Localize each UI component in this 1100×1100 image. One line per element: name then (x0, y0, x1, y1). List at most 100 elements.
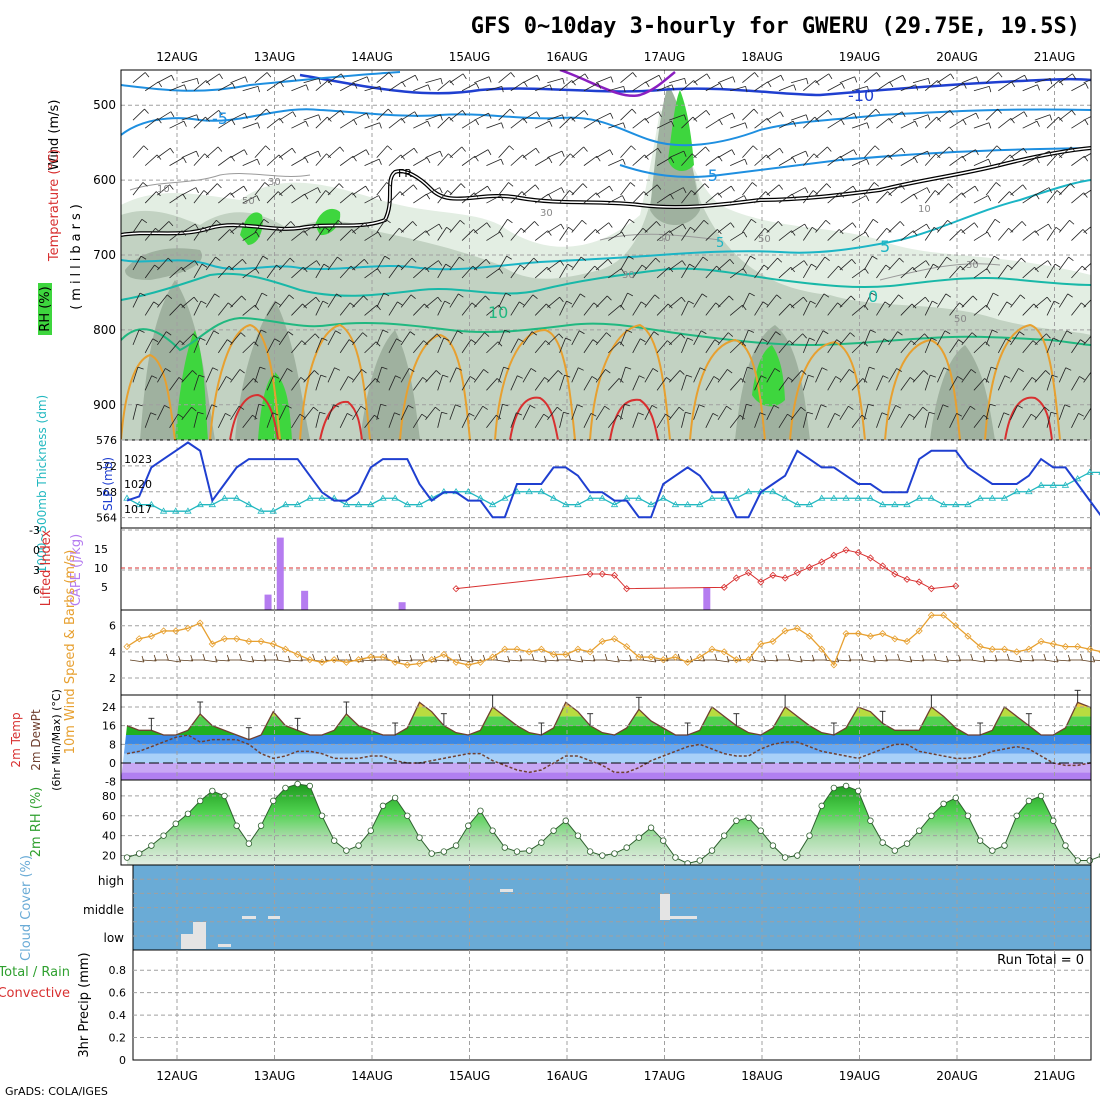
wind-barb-flag (426, 193, 431, 200)
wind-barb-staff (1010, 331, 1020, 346)
wind-barb-flag (475, 119, 480, 126)
wind-barb-staff (474, 76, 490, 84)
wind10m-marker (708, 645, 716, 653)
wind-barb-flag (500, 195, 504, 202)
wind-barb-staff (802, 190, 814, 204)
surface-barb-flag (202, 653, 206, 661)
surface-barb-staff (215, 659, 230, 662)
wind-barb-flag (435, 370, 441, 375)
wind-barb-staff (620, 292, 628, 308)
wind10m-marker (549, 650, 558, 659)
rh2m-marker (928, 812, 935, 819)
wind-barb-staff (522, 331, 533, 346)
wind-barb-staff (729, 231, 744, 241)
wind-barb-staff (973, 231, 988, 241)
rh2m-marker (586, 848, 594, 855)
wind-barb-flag (804, 187, 809, 194)
y-tick-label: 6 (33, 584, 40, 597)
wind-barb-staff (157, 405, 165, 420)
upper-air-grid (121, 70, 1091, 440)
wind-barb-staff (242, 341, 255, 354)
wind-barb-staff (656, 340, 668, 354)
wind-barb-staff (729, 268, 744, 279)
wind-barb-flag (729, 259, 735, 265)
wind-barb-staff (510, 228, 522, 241)
wind-barb-flag (741, 341, 747, 347)
wind-barb-flag (516, 412, 523, 416)
wind-barb-staff (534, 157, 550, 166)
rh2m-marker (233, 822, 240, 829)
wind-barb-staff (985, 145, 998, 158)
precip-panel: 0.80.60.40.20 Run Total = 0 Total / Rain… (0, 949, 1092, 1067)
wind-barb-staff (315, 116, 328, 129)
wind-barb-staff (291, 84, 307, 92)
wind-barb-staff (437, 116, 450, 129)
wind-barb-staff (900, 157, 915, 166)
thickness-marker (208, 500, 217, 508)
wind-barb-flag (1024, 75, 1028, 81)
surface-barb-flag (348, 653, 352, 661)
wind-barb-flag (374, 414, 380, 420)
wind-barb-flag (439, 187, 443, 194)
y-tick-label: 0.6 (109, 987, 127, 1000)
wind-barb-flag (988, 122, 992, 129)
wind-barb-staff (949, 413, 957, 428)
y-tick-label: 700 (93, 248, 116, 262)
surface-barb-staff (934, 659, 949, 663)
wind-barb-flag (469, 376, 476, 380)
wind-barb-staff (193, 300, 202, 316)
wind-barb-staff (961, 405, 971, 420)
wind-barb-flag (805, 114, 809, 121)
contour-purple (559, 70, 676, 98)
wind-barb-flag (778, 184, 784, 190)
label-freezing: FR (398, 167, 412, 180)
surface-barb-flag (275, 653, 279, 661)
wind-barb-flag (443, 337, 450, 341)
wind-barb-flag (928, 411, 935, 415)
wind10m-marker (123, 643, 131, 651)
wind-barb-staff (730, 158, 745, 166)
wind-barb-flag (726, 405, 732, 410)
wind-barb-flag (549, 84, 553, 91)
contour-hot-red (229, 393, 1053, 440)
wind-barb-flag (230, 192, 235, 198)
thickness-marker (172, 507, 180, 514)
wind-barb-flag (1072, 73, 1077, 80)
wind-barb-staff (851, 195, 867, 204)
wind-barb-flag (501, 86, 504, 93)
label-rh-50-b: 50 (758, 234, 771, 245)
wind-barb-flag (581, 219, 587, 225)
wind-barb-staff (802, 300, 811, 316)
wind-barb-staff (888, 368, 897, 383)
wind-barb-flag (988, 86, 992, 93)
wind-barb-staff (547, 150, 563, 158)
wind-barb-staff (1022, 157, 1037, 166)
wind-barb-flag (439, 150, 443, 157)
wind-barb-staff (498, 108, 511, 121)
wind-barb-flag (834, 413, 841, 417)
surface-barb-staff (751, 659, 766, 663)
wind-barb-flag (975, 149, 979, 156)
wind-barb-flag (496, 414, 502, 420)
wind-barb-staff (376, 404, 382, 420)
wind-barb-staff (791, 77, 807, 84)
wind10m-marker (598, 637, 606, 645)
wind-barb-flag (1017, 405, 1024, 409)
wind-barb-staff (1046, 300, 1055, 316)
rh2m-marker (148, 842, 155, 849)
wind-barb-flag (347, 413, 353, 417)
wind-barb-staff (827, 339, 837, 354)
wind-barb-staff (352, 332, 363, 346)
wind-barb-staff (339, 339, 350, 354)
wind10m-marker (952, 622, 960, 630)
wind-barb-staff (1071, 119, 1086, 129)
wind-barb-staff (790, 370, 803, 383)
wind-barb-flag (337, 256, 343, 262)
wind-barb-staff (242, 195, 258, 204)
y-tick-label: 4 (109, 646, 116, 659)
wind-barb-flag (410, 294, 416, 299)
wind-barb-flag (231, 119, 236, 126)
wind-barb-flag (582, 183, 588, 189)
surface-barb-staff (142, 659, 157, 662)
